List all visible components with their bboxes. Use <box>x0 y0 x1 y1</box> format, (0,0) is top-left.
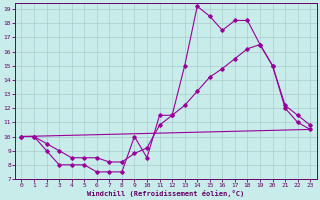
X-axis label: Windchill (Refroidissement éolien,°C): Windchill (Refroidissement éolien,°C) <box>87 190 244 197</box>
